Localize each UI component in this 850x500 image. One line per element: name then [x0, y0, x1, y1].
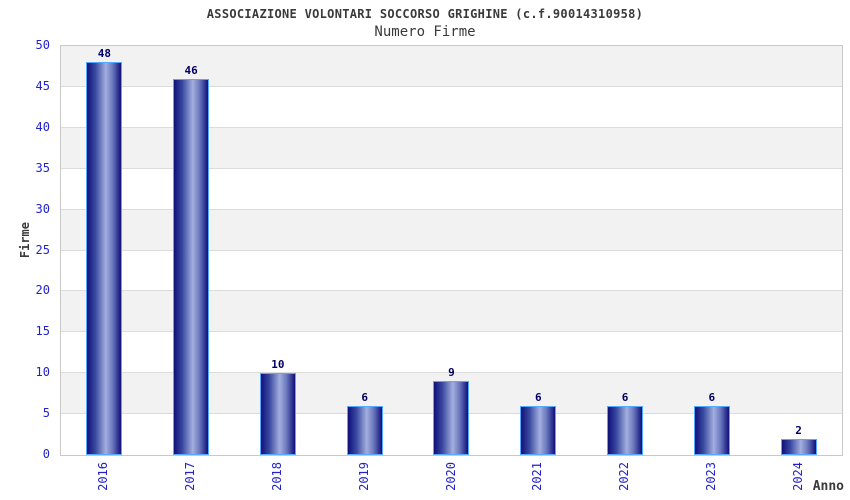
gridline	[61, 372, 842, 374]
gridline	[61, 331, 842, 333]
x-tick-label: 2024	[790, 462, 805, 491]
bar-2020	[433, 381, 470, 455]
bar-value-label: 10	[271, 358, 285, 372]
bar-2019	[346, 405, 383, 455]
y-axis-label: Firme	[18, 222, 32, 259]
bar-slot: 9	[408, 46, 495, 455]
bar-value-label: 6	[708, 390, 716, 404]
bar-slot: 46	[148, 46, 235, 455]
x-tick-label: 2023	[703, 462, 718, 491]
bar-value-label: 2	[795, 423, 802, 437]
y-tick-label: 15	[35, 324, 50, 339]
bar-2016	[86, 62, 123, 455]
y-tick-label: 0	[42, 447, 50, 461]
y-tick-label: 40	[35, 119, 50, 134]
bar-2021	[520, 405, 557, 455]
gridline	[61, 290, 842, 292]
bar-value-label: 6	[534, 390, 542, 404]
gridline	[61, 85, 842, 87]
x-tick-label: 2017	[183, 462, 198, 491]
bar-2023	[693, 405, 730, 455]
bar-2017	[173, 78, 210, 455]
gridline	[61, 208, 842, 210]
bar-value-label: 6	[361, 390, 369, 404]
x-tick-label: 2019	[356, 462, 371, 491]
y-tick-label: 5	[42, 406, 50, 421]
bar-slot: 2	[755, 46, 842, 455]
chart-title: ASSOCIAZIONE VOLONTARI SOCCORSO GRIGHINE…	[206, 7, 644, 21]
gridline	[61, 249, 842, 251]
bar-slot: 6	[668, 46, 755, 455]
y-tick-label: 20	[35, 283, 50, 298]
gridline	[61, 167, 842, 169]
bar-value-label: 46	[184, 63, 198, 77]
bar-2022	[607, 405, 644, 455]
x-tick-label: 2021	[530, 462, 545, 491]
bar-value-label: 48	[97, 47, 111, 61]
gridline	[61, 126, 842, 128]
bar-2024	[780, 438, 817, 455]
bar-slot: 6	[321, 46, 408, 455]
x-tick-label: 2022	[617, 462, 632, 491]
y-tick-label: 25	[35, 242, 50, 257]
x-axis-label: Anno	[812, 479, 844, 494]
y-tick-label: 10	[35, 365, 50, 380]
bar-2018	[259, 373, 296, 455]
y-tick-label: 35	[35, 160, 50, 175]
bar-value-label: 9	[448, 366, 455, 380]
bar-slot: 6	[582, 46, 669, 455]
y-tick-label: 50	[35, 38, 50, 52]
y-tick-label: 45	[35, 78, 50, 93]
bar-slot: 48	[61, 46, 148, 455]
chart-subtitle: Numero Firme	[374, 24, 476, 40]
x-tick-label: 2016	[96, 462, 111, 491]
bar-value-label: 6	[621, 390, 629, 404]
x-tick-label: 2018	[269, 462, 284, 491]
bar-slot: 10	[235, 46, 322, 455]
bar-slot: 6	[495, 46, 582, 455]
x-tick-label: 2020	[443, 462, 458, 491]
plot-area: 48 46 10 6 9 6 6 6 2	[60, 45, 843, 456]
y-tick-label: 30	[35, 201, 50, 216]
